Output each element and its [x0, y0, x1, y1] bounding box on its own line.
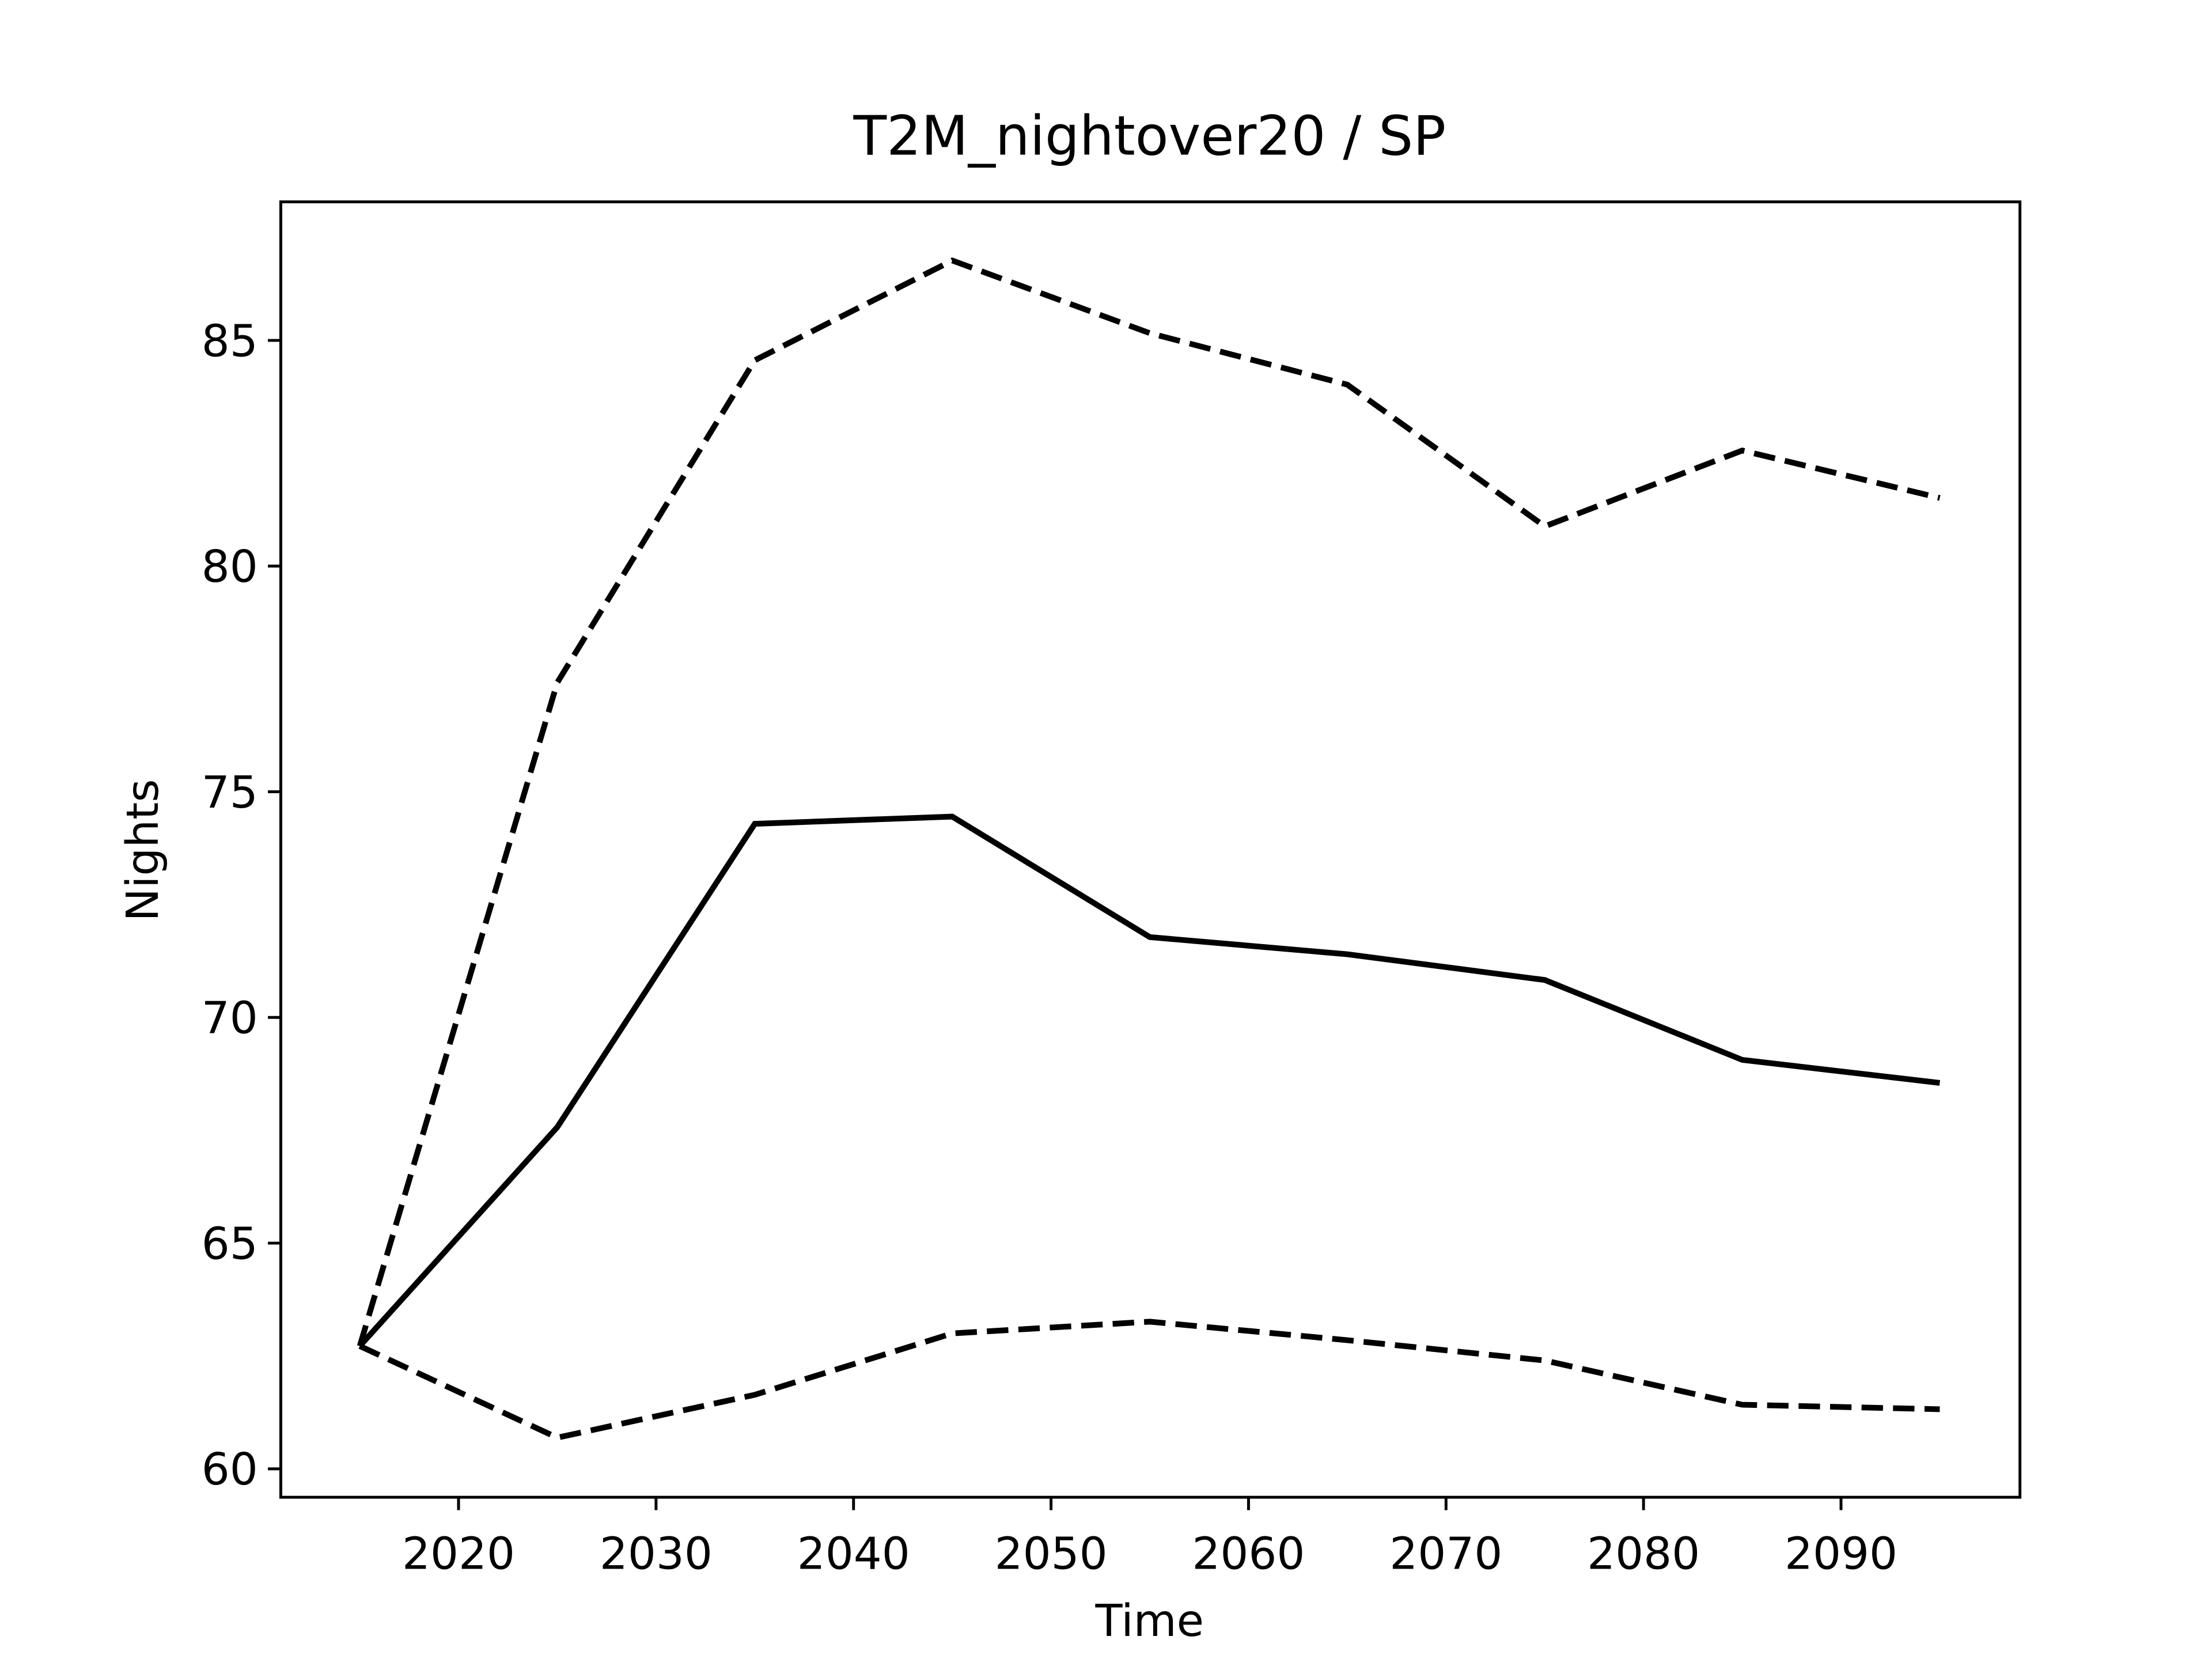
series-line	[357, 257, 1941, 1347]
x-tick-label: 2080	[1587, 1528, 1700, 1580]
x-tick-label: 2090	[1785, 1528, 1897, 1580]
x-tick-label: 2050	[995, 1528, 1108, 1580]
x-tick-label: 2060	[1192, 1528, 1305, 1580]
x-tick-label: 2040	[797, 1528, 910, 1580]
y-tick-label: 80	[202, 541, 258, 593]
y-tick-label: 60	[202, 1444, 258, 1495]
y-tick-label: 65	[202, 1218, 258, 1270]
y-tick-label: 70	[202, 993, 258, 1044]
y-tick-label: 85	[202, 315, 258, 367]
x-tick-label: 2030	[600, 1528, 713, 1580]
x-tick-label: 2070	[1389, 1528, 1502, 1580]
plot-frame	[279, 200, 2022, 1499]
y-axis-label: Nights	[117, 779, 169, 922]
y-tick-label: 75	[202, 767, 258, 819]
series-line	[358, 1319, 1940, 1441]
chart-title: T2M_nightover20 / SP	[853, 104, 1446, 168]
x-axis-label: Time	[1095, 1595, 1204, 1647]
series-line	[357, 813, 1940, 1349]
x-tick-label: 2020	[402, 1528, 515, 1580]
